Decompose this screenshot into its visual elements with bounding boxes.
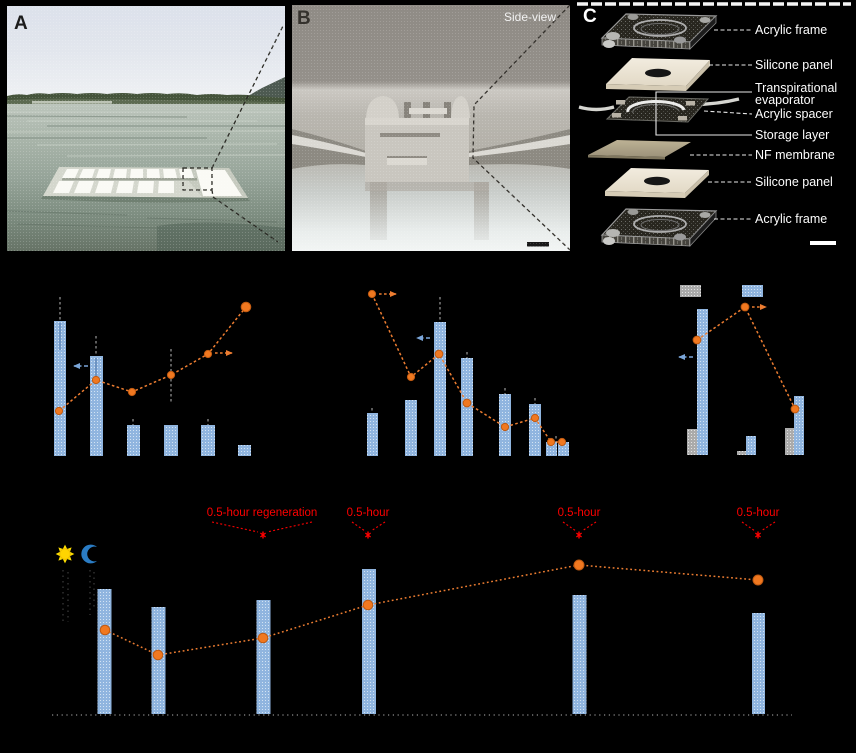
svg-text:0.5-hour: 0.5-hour [737,507,780,519]
svg-text:B: B [297,8,311,29]
svg-text:A: A [14,13,28,34]
svg-text:NF membrane: NF membrane [755,148,835,162]
svg-text:evaporator: evaporator [755,93,815,107]
svg-text:Silicone panel: Silicone panel [755,58,833,72]
svg-text:0.5-hour: 0.5-hour [347,507,390,519]
svg-text:Acrylic frame: Acrylic frame [755,212,827,226]
svg-text:Silicone panel: Silicone panel [755,175,833,189]
svg-text:0.5-hour: 0.5-hour [558,507,601,519]
svg-text:0.5-hour regeneration: 0.5-hour regeneration [207,507,318,519]
svg-text:Storage layer: Storage layer [755,128,829,142]
svg-text:Acrylic spacer: Acrylic spacer [755,107,833,121]
svg-text:Side-view: Side-view [504,10,556,24]
svg-text:Acrylic frame: Acrylic frame [755,23,827,37]
svg-text:C: C [583,6,597,27]
svg-text:Transpirational: Transpirational [755,81,837,95]
